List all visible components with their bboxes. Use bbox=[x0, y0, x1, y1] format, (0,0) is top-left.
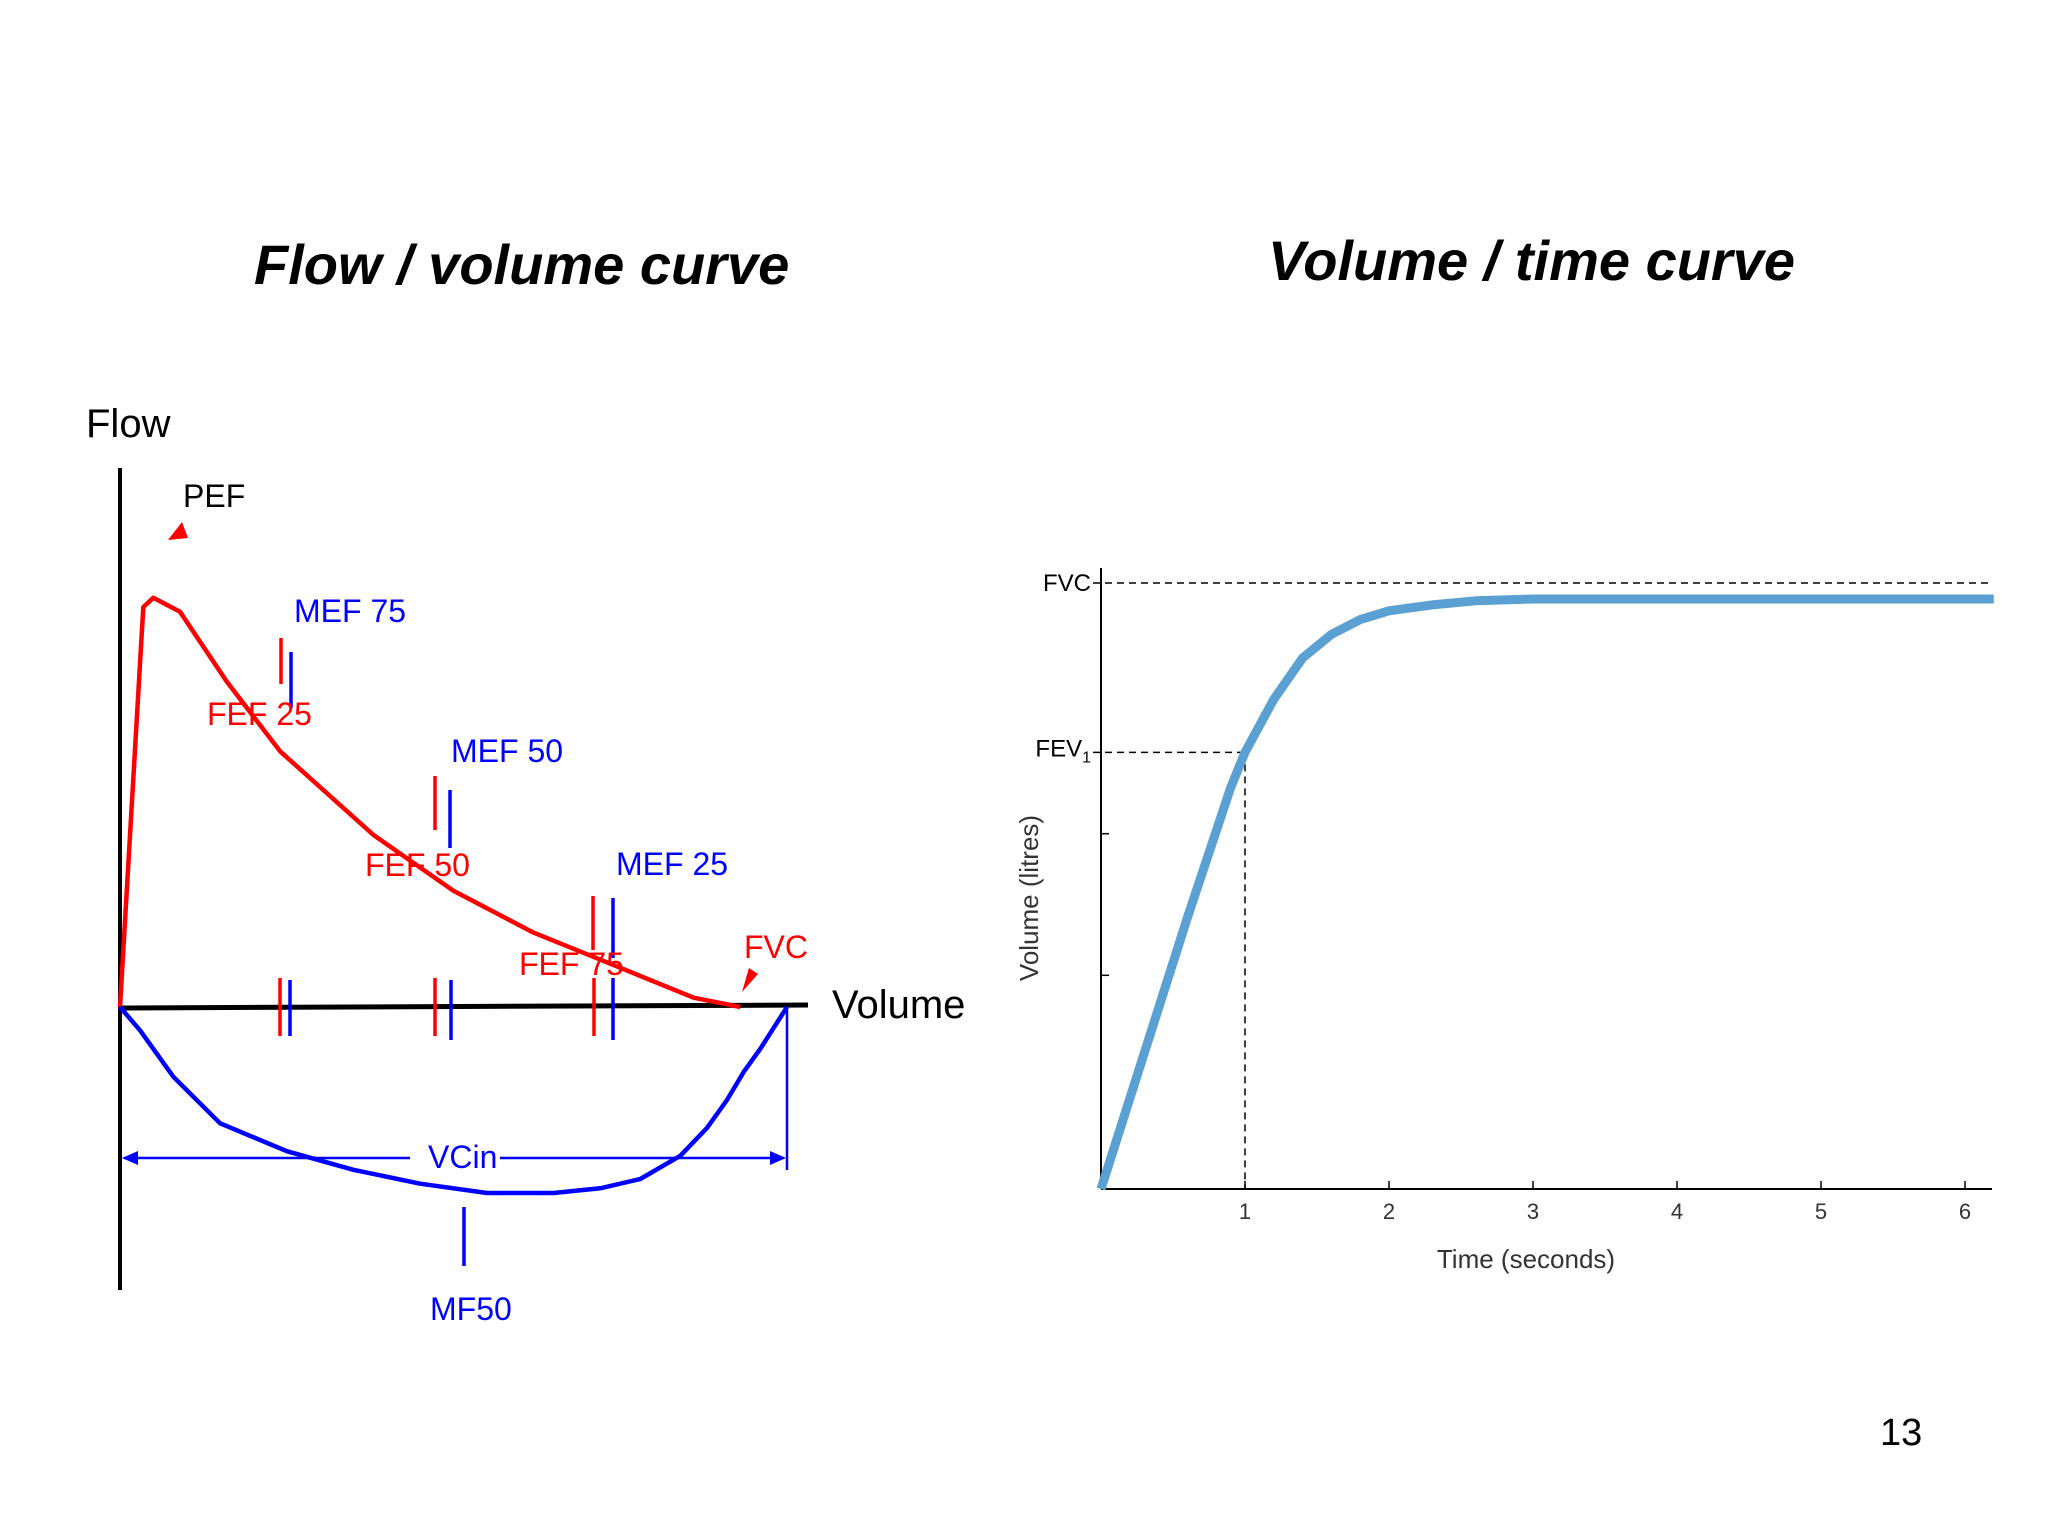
mf50-label: MF50 bbox=[430, 1291, 512, 1327]
vt-y-ticks bbox=[1101, 832, 1109, 977]
vcin-arrowhead-left bbox=[122, 1151, 138, 1165]
volume-time-curve bbox=[1096, 594, 1994, 1191]
volume-axis bbox=[119, 1002, 809, 1011]
vt-y-axis-label: Volume (litres) bbox=[1014, 815, 1044, 981]
fef50-label: FEF 50 bbox=[365, 847, 470, 883]
fvc-arrow bbox=[742, 968, 758, 992]
fef75-label: FEF 75 bbox=[519, 946, 624, 982]
fvc-label-right: FVC bbox=[1043, 570, 1091, 597]
flow-volume-title: Flow / volume curve bbox=[254, 233, 790, 296]
mef25-label: MEF 25 bbox=[616, 846, 728, 882]
vcin-label: VCin bbox=[428, 1139, 497, 1175]
vt-x-tick-label-5: 5 bbox=[1815, 1199, 1827, 1224]
fev1-label-subscript: 1 bbox=[1082, 749, 1091, 766]
volume-axis-label: Volume bbox=[832, 983, 965, 1027]
fef25-label: FEF 25 bbox=[207, 696, 312, 732]
inspiratory-curve bbox=[118, 1005, 789, 1196]
mef75-label: MEF 75 bbox=[294, 593, 406, 629]
vt-x-axis-label: Time (seconds) bbox=[1437, 1244, 1615, 1274]
vt-x-tick-label-3: 3 bbox=[1527, 1199, 1539, 1224]
fev1-label-base: FEV bbox=[1035, 735, 1082, 762]
mef50-label: MEF 50 bbox=[451, 733, 563, 769]
slide-number: 13 bbox=[1880, 1412, 1923, 1454]
volume-time-title: Volume / time curve bbox=[1268, 229, 1795, 292]
vt-x-tick-label-6: 6 bbox=[1959, 1199, 1971, 1224]
fev1-label: FEV1 bbox=[1035, 735, 1091, 766]
pef-arrow bbox=[168, 522, 188, 540]
pef-label: PEF bbox=[183, 478, 245, 514]
vt-x-ticks: 1 2 3 4 5 6 bbox=[1239, 1181, 1971, 1224]
vcin-arrowhead-right bbox=[770, 1151, 786, 1165]
flow-volume-chart: Flow Volume PEF MEF 75 FEF 25 MEF 50 FEF… bbox=[86, 402, 965, 1327]
fvc-label-left: FVC bbox=[744, 929, 808, 965]
vt-x-tick-label-4: 4 bbox=[1671, 1199, 1683, 1224]
expiratory-curve bbox=[117, 595, 741, 1010]
flow-axis-label: Flow bbox=[86, 402, 171, 446]
vt-x-tick-label-1: 1 bbox=[1239, 1199, 1251, 1224]
vt-x-tick-label-2: 2 bbox=[1383, 1199, 1395, 1224]
